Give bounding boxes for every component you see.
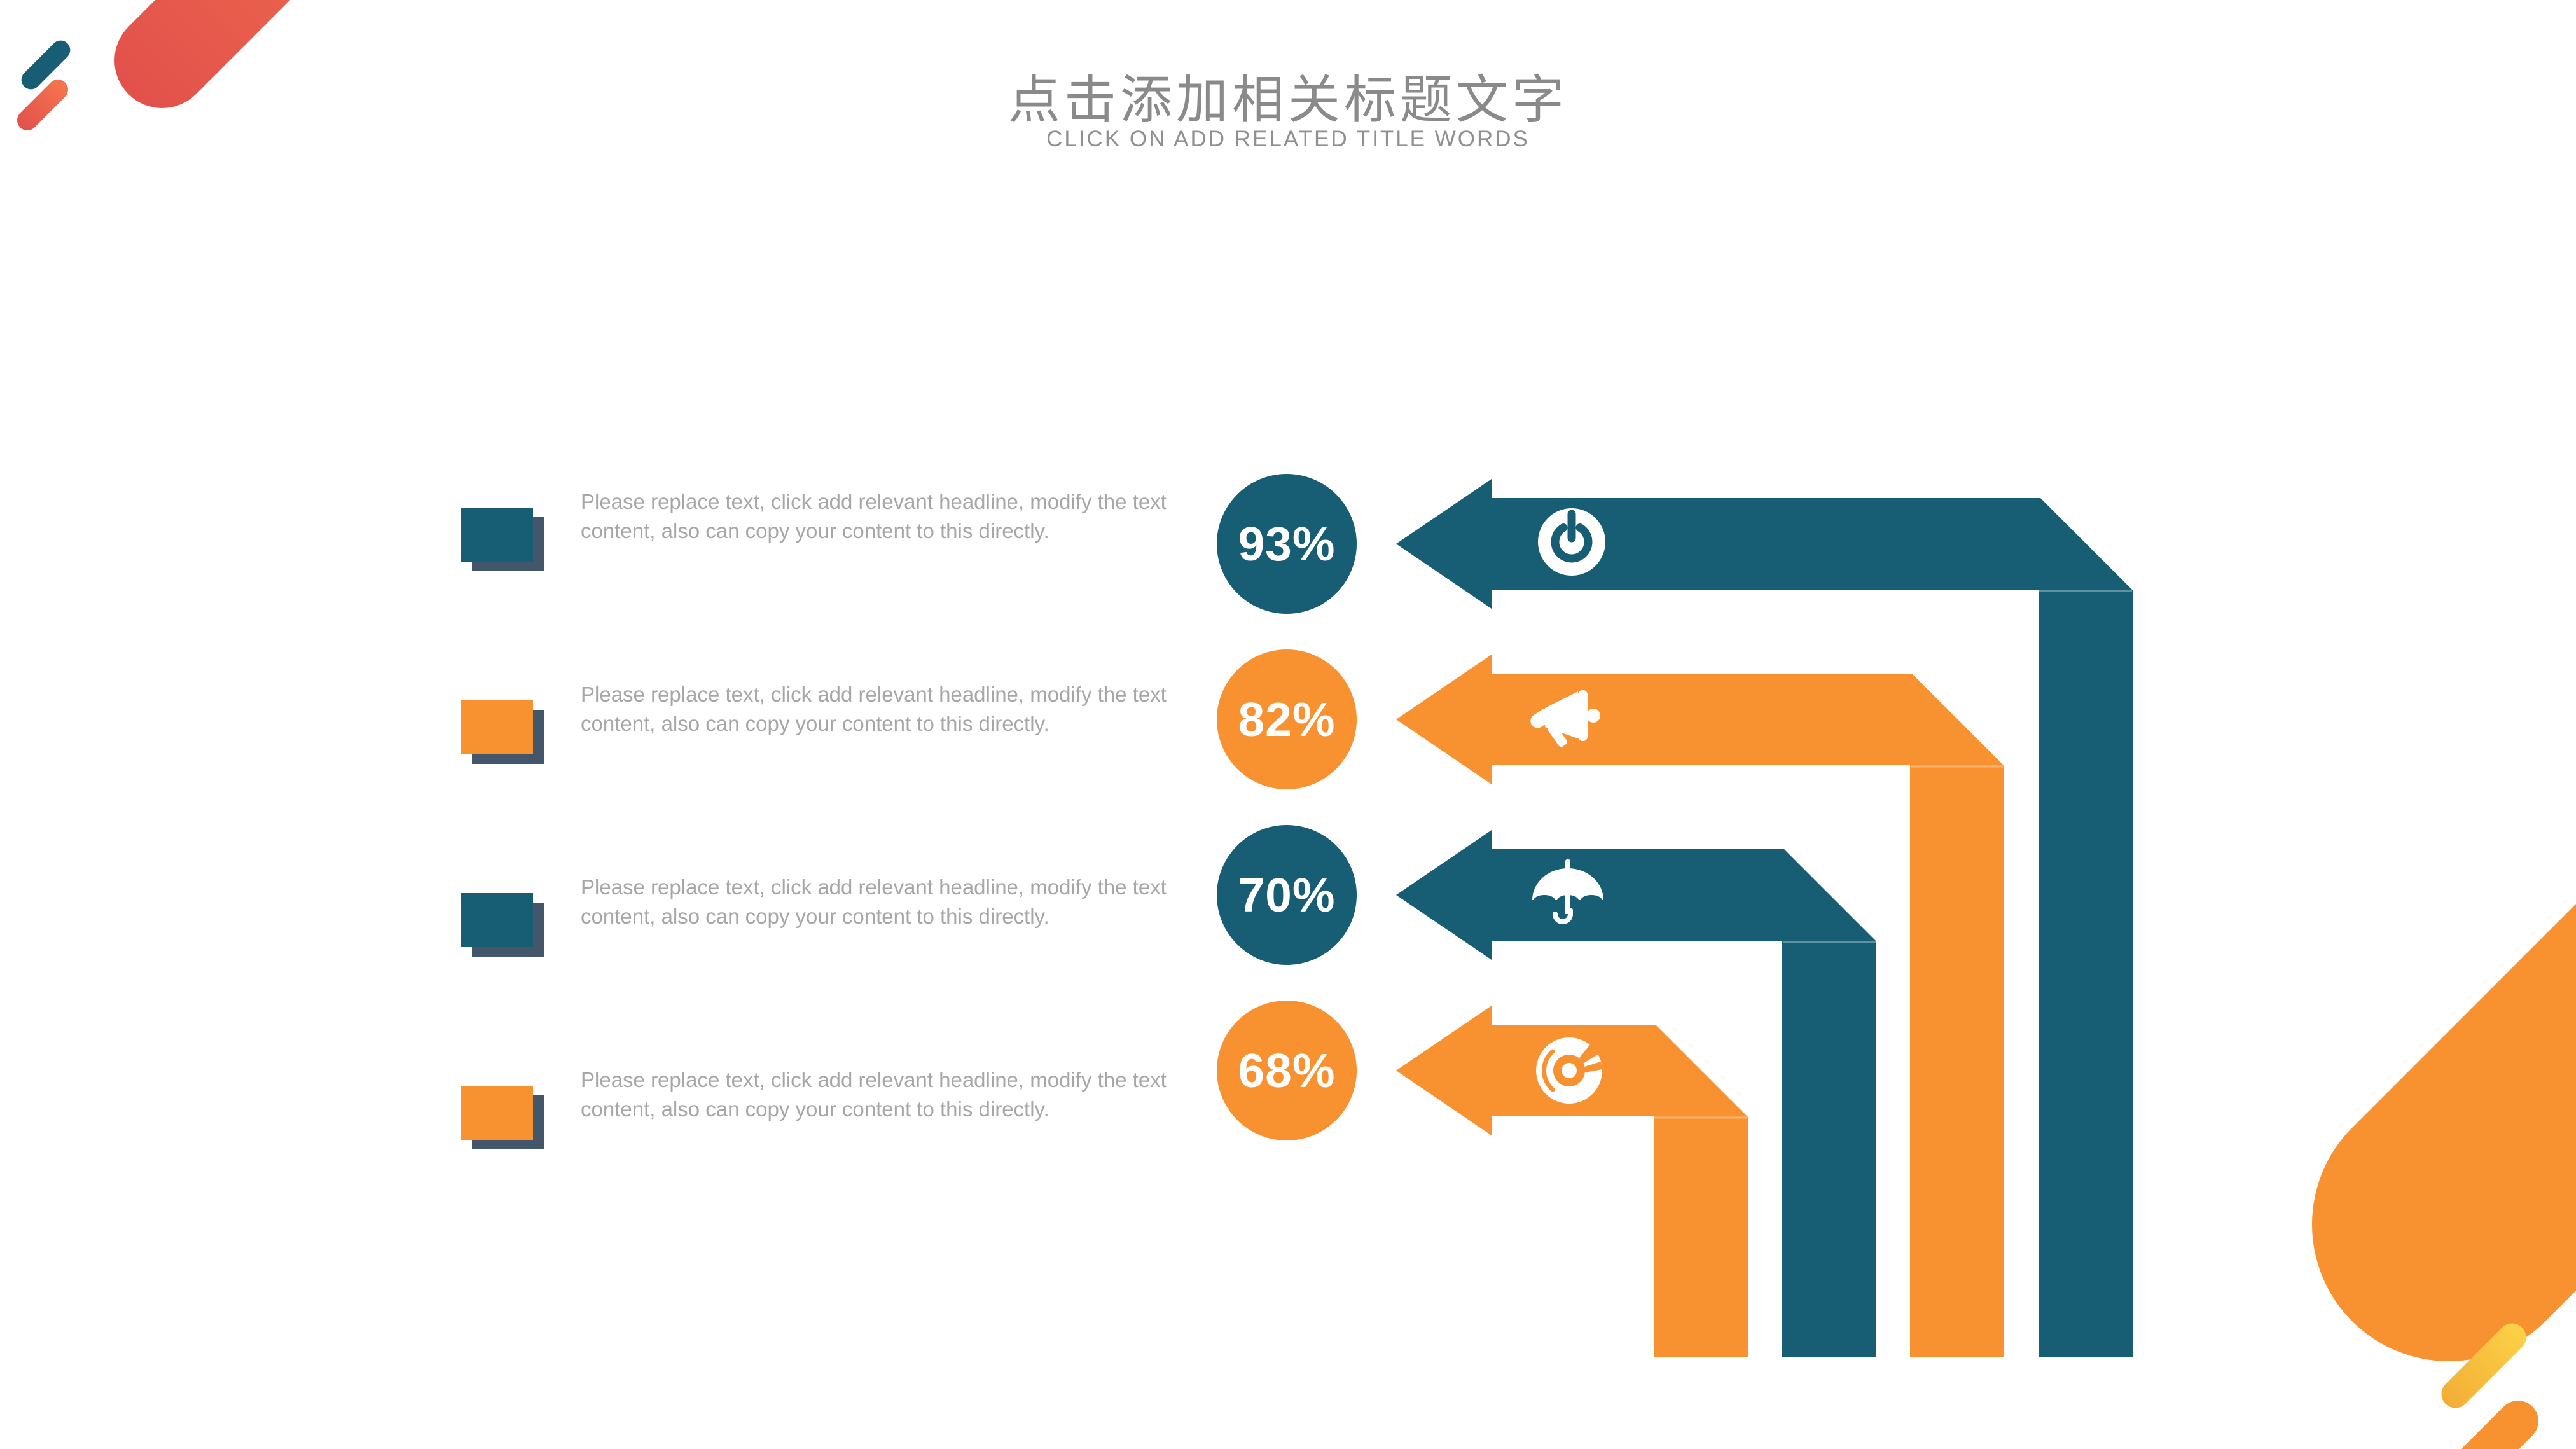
percent-circle: [1217, 1001, 1357, 1140]
list-item-2: Please replace text, click add relevant …: [461, 683, 1167, 764]
percent-label: 70%: [1238, 868, 1335, 922]
yellow-capsule-shape: [2441, 1323, 2526, 1408]
placeholder-text-line1: Please replace text, click add relevant …: [581, 490, 1167, 513]
megaphone-icon: [1530, 690, 1600, 747]
marker-square: [461, 893, 533, 947]
placeholder-text-line2: content, also can copy your content to t…: [581, 519, 1049, 543]
slide-title: 点击添加相关标题文字: [1008, 71, 1568, 129]
elbow-arrow-1: [1396, 479, 2133, 1357]
percent-badge-4: 68%: [1217, 1001, 1357, 1140]
percent-label: 93%: [1238, 517, 1335, 571]
orange-capsule-large-shape: [2312, 831, 2576, 1361]
placeholder-text-line2: content, also can copy your content to t…: [581, 712, 1049, 735]
elbow-arrows: [1396, 479, 2133, 1357]
percent-badge-1: 93%: [1217, 474, 1357, 614]
umbrella-icon: [1532, 859, 1603, 924]
percent-circle: [1217, 649, 1357, 789]
percent-label: 68%: [1238, 1044, 1335, 1097]
coral-capsule-small-shape: [17, 79, 69, 131]
placeholder-text-line2: content, also can copy your content to t…: [581, 905, 1049, 928]
elbow-arrow-2: [1396, 655, 2004, 1357]
marker-square: [461, 508, 533, 562]
orange-capsule-small-shape: [2455, 1401, 2538, 1449]
percent-badge-2: 82%: [1217, 649, 1357, 789]
percent-badge-3: 70%: [1217, 825, 1357, 965]
list-item-1: Please replace text, click add relevant …: [461, 490, 1167, 571]
placeholder-text-line1: Please replace text, click add relevant …: [581, 683, 1167, 706]
coral-capsule-large-shape: [114, 0, 457, 109]
marker-square: [461, 1086, 533, 1140]
percent-label: 82%: [1238, 693, 1335, 746]
topleft-decoration: [17, 0, 457, 131]
percent-circle: [1217, 825, 1357, 965]
bottomright-decoration: [2312, 831, 2576, 1449]
teal-capsule-shape: [21, 40, 71, 90]
list-item-3: Please replace text, click add relevant …: [461, 875, 1167, 957]
placeholder-text-line2: content, also can copy your content to t…: [581, 1097, 1049, 1121]
disc-icon: [1536, 1037, 1602, 1104]
elbow-arrow-4: [1396, 1006, 1748, 1357]
placeholder-text-line1: Please replace text, click add relevant …: [581, 1068, 1167, 1092]
placeholder-text-line1: Please replace text, click add relevant …: [581, 875, 1167, 899]
list-item-4: Please replace text, click add relevant …: [461, 1068, 1167, 1149]
slide-subtitle: CLICK ON ADD RELATED TITLE WORDS: [1046, 127, 1530, 151]
elbow-arrow-3: [1396, 830, 1876, 1357]
marker-square: [461, 700, 533, 754]
percent-circle: [1217, 474, 1357, 614]
power-icon: [1538, 508, 1605, 576]
